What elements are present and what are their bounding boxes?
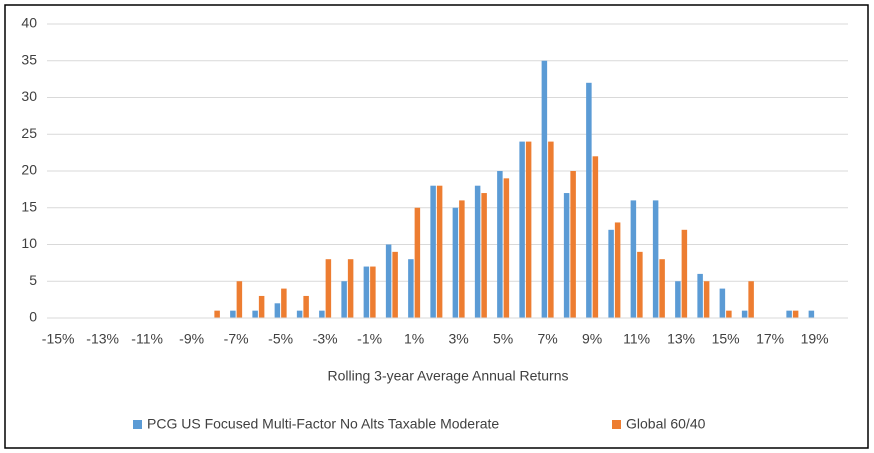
y-tick-label: 0 — [29, 309, 37, 325]
bar — [459, 200, 465, 318]
x-tick-label: 9% — [582, 331, 602, 347]
bar — [681, 229, 688, 318]
bar — [592, 156, 599, 318]
bar — [503, 178, 510, 318]
bar — [341, 281, 347, 318]
bar — [525, 141, 532, 318]
bar — [481, 193, 487, 318]
bar — [697, 273, 703, 318]
x-tick-label: 17% — [756, 331, 784, 347]
bar — [748, 281, 754, 318]
bar — [570, 171, 576, 318]
x-tick-label: 5% — [493, 331, 513, 347]
bar — [474, 185, 481, 318]
x-tick-label: -5% — [268, 331, 293, 347]
legend-label: Global 60/40 — [626, 416, 706, 432]
bar — [281, 288, 287, 318]
bar — [548, 141, 554, 318]
bar — [319, 310, 325, 318]
bar — [659, 259, 665, 318]
bar — [786, 310, 792, 318]
x-tick-label: -7% — [224, 331, 249, 347]
bar — [792, 310, 799, 318]
bar — [452, 207, 459, 318]
bar — [347, 259, 354, 318]
x-tick-label: -13% — [86, 331, 119, 347]
y-tick-label: 40 — [21, 15, 37, 31]
bar — [408, 259, 414, 318]
y-tick-label: 20 — [21, 162, 37, 178]
bar — [637, 251, 643, 318]
bar — [719, 288, 726, 318]
y-tick-label: 35 — [21, 51, 37, 67]
x-tick-label: -15% — [42, 331, 75, 347]
bar — [563, 193, 570, 318]
x-tick-label: 3% — [449, 331, 469, 347]
legend-swatch — [133, 420, 142, 429]
bar — [392, 251, 398, 318]
x-tick-label: 11% — [623, 331, 650, 347]
bar — [370, 266, 376, 318]
bar — [703, 281, 710, 318]
bar — [741, 310, 748, 318]
bar — [519, 141, 525, 318]
bar — [497, 171, 503, 318]
x-tick-label: -1% — [357, 331, 382, 347]
bar — [608, 229, 614, 318]
x-tick-label: -3% — [313, 331, 338, 347]
bar — [296, 310, 303, 318]
bar — [414, 207, 421, 318]
bar — [630, 200, 637, 318]
bar — [430, 185, 436, 318]
bar — [274, 303, 281, 318]
y-tick-label: 30 — [21, 88, 37, 104]
bar — [258, 295, 265, 318]
x-tick-label: -11% — [131, 331, 163, 347]
x-tick-label: 19% — [801, 331, 829, 347]
bar — [652, 200, 659, 318]
bar — [236, 281, 243, 318]
y-tick-label: 25 — [21, 125, 37, 141]
bar — [436, 185, 443, 318]
bar — [614, 222, 621, 318]
y-tick-label: 10 — [21, 235, 37, 251]
bar — [726, 310, 732, 318]
bar — [230, 310, 236, 318]
bar — [541, 60, 548, 318]
bar — [808, 310, 815, 318]
bar — [363, 266, 370, 318]
y-tick-label: 15 — [21, 198, 37, 214]
x-tick-label: 7% — [538, 331, 558, 347]
chart-frame — [4, 4, 869, 449]
bar — [325, 259, 332, 318]
bar — [252, 310, 258, 318]
bar — [385, 244, 392, 318]
bar — [586, 82, 592, 318]
y-tick-label: 5 — [29, 272, 37, 288]
bar — [675, 281, 681, 318]
bar — [303, 295, 309, 318]
legend-swatch — [612, 420, 621, 429]
x-tick-label: 1% — [404, 331, 424, 347]
bar — [214, 310, 220, 318]
legend-label: PCG US Focused Multi-Factor No Alts Taxa… — [147, 416, 499, 432]
x-tick-label: -9% — [179, 331, 204, 347]
x-tick-label: 13% — [667, 331, 695, 347]
x-tick-label: 15% — [712, 331, 740, 347]
x-axis-label: Rolling 3-year Average Annual Returns — [327, 368, 568, 384]
